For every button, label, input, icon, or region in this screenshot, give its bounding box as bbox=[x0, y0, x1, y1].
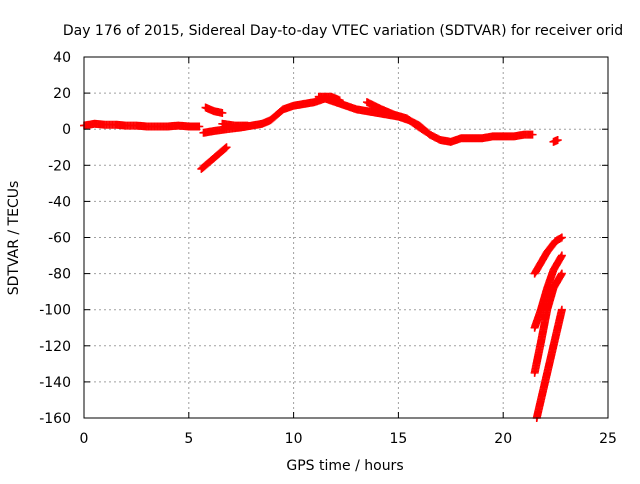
data-point bbox=[528, 130, 537, 139]
grid-lines bbox=[84, 57, 608, 418]
y-tick-label: -160 bbox=[39, 411, 71, 427]
y-tick-label: -60 bbox=[48, 231, 71, 247]
plot-frame bbox=[83, 56, 609, 419]
y-tick-label: 40 bbox=[53, 50, 71, 66]
x-tick-label: 5 bbox=[184, 431, 193, 447]
data-point bbox=[557, 269, 566, 278]
x-tick-label: 20 bbox=[494, 431, 512, 447]
x-tick-label: 0 bbox=[80, 431, 89, 447]
data-point bbox=[222, 143, 231, 152]
data-point bbox=[195, 122, 204, 131]
axes bbox=[83, 56, 609, 419]
data-point bbox=[423, 128, 432, 137]
data-point bbox=[557, 305, 566, 314]
data-point bbox=[243, 121, 252, 130]
chart-title: Day 176 of 2015, Sidereal Day-to-day VTE… bbox=[63, 23, 623, 39]
x-tick-label: 10 bbox=[285, 431, 303, 447]
y-tick-label: -40 bbox=[48, 194, 71, 210]
y-tick-label: 20 bbox=[53, 86, 71, 102]
data-points bbox=[80, 92, 566, 422]
y-tick-label: -120 bbox=[39, 339, 71, 355]
data-point bbox=[221, 144, 230, 153]
data-point bbox=[557, 251, 566, 260]
x-tick-labels: 0 5 10 15 20 25 bbox=[80, 431, 617, 447]
data-point bbox=[218, 108, 227, 117]
y-axis-label: SDTVAR / TECUs bbox=[6, 181, 22, 296]
x-tick-label: 15 bbox=[389, 431, 407, 447]
y-tick-labels: 40 20 0 -20 -40 -60 -80 -100 -120 -140 -160 bbox=[39, 50, 71, 427]
data-point bbox=[557, 233, 566, 242]
x-axis-label: GPS time / hours bbox=[286, 458, 403, 474]
data-point bbox=[335, 96, 344, 105]
y-tick-label: -20 bbox=[48, 158, 71, 174]
x-tick-label: 25 bbox=[599, 431, 617, 447]
y-tick-label: -80 bbox=[48, 267, 71, 283]
data-point bbox=[553, 136, 562, 145]
y-tick-label: 0 bbox=[62, 122, 71, 138]
y-tick-label: -140 bbox=[39, 375, 71, 391]
y-tick-label: -100 bbox=[39, 303, 71, 319]
